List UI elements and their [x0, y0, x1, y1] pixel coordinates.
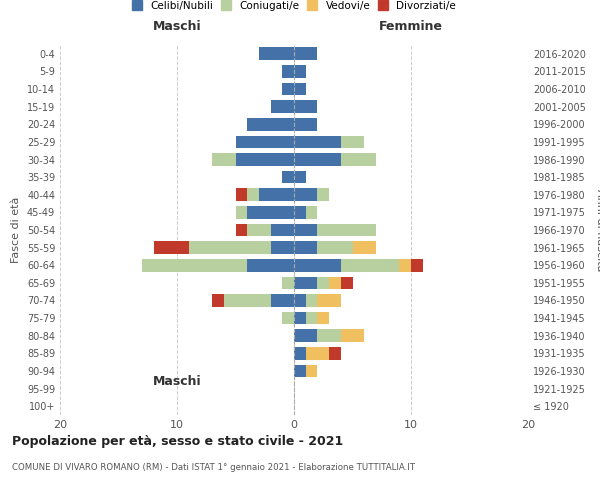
Bar — [294, 82, 306, 96]
Bar — [294, 276, 317, 289]
Bar — [317, 294, 341, 307]
Bar — [271, 100, 294, 113]
Bar — [259, 188, 294, 201]
Bar — [306, 364, 317, 378]
Text: Maschi: Maschi — [152, 375, 202, 388]
Bar — [189, 242, 271, 254]
Bar — [353, 242, 376, 254]
Bar — [317, 188, 329, 201]
Bar — [224, 294, 271, 307]
Bar — [294, 347, 306, 360]
Bar — [294, 206, 306, 218]
Text: Maschi: Maschi — [152, 20, 202, 32]
Bar — [341, 136, 364, 148]
Bar — [235, 153, 294, 166]
Bar — [235, 224, 247, 236]
Bar — [317, 224, 376, 236]
Bar — [235, 188, 247, 201]
Bar — [247, 206, 294, 218]
Bar — [317, 242, 353, 254]
Bar — [235, 136, 294, 148]
Bar — [283, 171, 294, 183]
Bar — [294, 65, 306, 78]
Bar — [306, 312, 317, 324]
Bar — [341, 330, 364, 342]
Text: Femmine: Femmine — [379, 20, 443, 32]
Bar — [247, 224, 271, 236]
Bar — [283, 276, 294, 289]
Legend: Celibi/Nubili, Coniugati/e, Vedovi/e, Divorziati/e: Celibi/Nubili, Coniugati/e, Vedovi/e, Di… — [130, 0, 458, 13]
Bar — [271, 224, 294, 236]
Bar — [294, 118, 317, 130]
Bar — [294, 171, 306, 183]
Bar — [411, 259, 422, 272]
Bar — [317, 330, 341, 342]
Bar — [317, 312, 329, 324]
Bar — [283, 65, 294, 78]
Bar — [259, 48, 294, 60]
Bar — [294, 188, 317, 201]
Bar — [294, 294, 306, 307]
Bar — [306, 294, 317, 307]
Bar — [247, 188, 259, 201]
Bar — [294, 48, 317, 60]
Bar — [294, 136, 341, 148]
Bar — [341, 153, 376, 166]
Bar — [294, 364, 306, 378]
Bar — [294, 242, 317, 254]
Bar — [247, 259, 294, 272]
Bar — [294, 224, 317, 236]
Bar — [329, 276, 341, 289]
Bar — [212, 294, 224, 307]
Bar — [142, 259, 247, 272]
Bar — [294, 259, 341, 272]
Bar — [247, 118, 294, 130]
Bar — [294, 153, 341, 166]
Bar — [283, 312, 294, 324]
Bar — [154, 242, 188, 254]
Bar — [317, 276, 329, 289]
Y-axis label: Anni di nascita: Anni di nascita — [595, 188, 600, 271]
Bar — [294, 330, 317, 342]
Bar — [306, 347, 329, 360]
Bar — [306, 206, 317, 218]
Bar — [283, 82, 294, 96]
Bar — [341, 276, 353, 289]
Bar — [294, 100, 317, 113]
Bar — [235, 206, 247, 218]
Bar — [329, 347, 341, 360]
Bar — [400, 259, 411, 272]
Bar — [271, 294, 294, 307]
Bar — [341, 259, 400, 272]
Text: Popolazione per età, sesso e stato civile - 2021: Popolazione per età, sesso e stato civil… — [12, 435, 343, 448]
Y-axis label: Fasce di età: Fasce di età — [11, 197, 21, 263]
Bar — [271, 242, 294, 254]
Text: COMUNE DI VIVARO ROMANO (RM) - Dati ISTAT 1° gennaio 2021 - Elaborazione TUTTITA: COMUNE DI VIVARO ROMANO (RM) - Dati ISTA… — [12, 462, 415, 471]
Bar — [212, 153, 235, 166]
Bar — [294, 312, 306, 324]
